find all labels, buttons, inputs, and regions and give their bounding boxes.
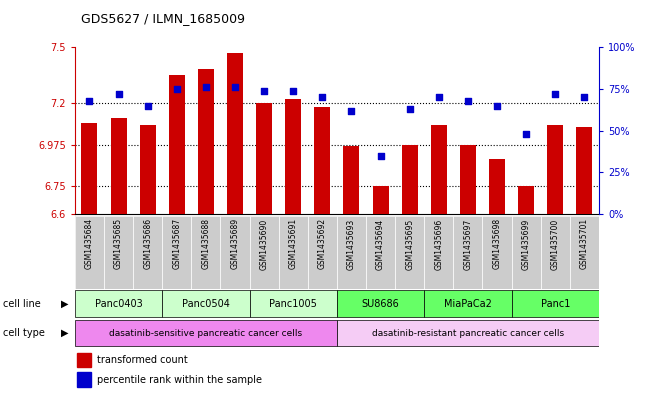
Bar: [576, 127, 592, 214]
Bar: [249, 216, 279, 289]
Text: Panc1005: Panc1005: [270, 299, 317, 309]
Text: SU8686: SU8686: [362, 299, 400, 309]
Text: GSM1435684: GSM1435684: [85, 219, 94, 270]
Bar: [337, 320, 599, 346]
Text: GSM1435697: GSM1435697: [464, 219, 473, 270]
Bar: [518, 186, 534, 214]
Bar: [279, 216, 308, 289]
Bar: [227, 53, 243, 214]
Bar: [140, 125, 156, 214]
Bar: [77, 372, 90, 387]
Text: GSM1435690: GSM1435690: [260, 219, 269, 270]
Point: [84, 97, 94, 104]
Point: [376, 152, 386, 159]
Point: [201, 84, 211, 90]
Text: GSM1435700: GSM1435700: [551, 219, 560, 270]
Point: [113, 91, 124, 97]
Text: cell type: cell type: [3, 328, 45, 338]
Text: GSM1435692: GSM1435692: [318, 219, 327, 270]
Bar: [489, 158, 505, 214]
Point: [492, 103, 502, 109]
Text: GSM1435699: GSM1435699: [521, 219, 531, 270]
Point: [172, 86, 182, 92]
Bar: [337, 290, 424, 317]
Point: [143, 103, 153, 109]
Text: GSM1435693: GSM1435693: [347, 219, 356, 270]
Bar: [162, 290, 249, 317]
Text: GDS5627 / ILMN_1685009: GDS5627 / ILMN_1685009: [81, 12, 245, 25]
Bar: [75, 216, 104, 289]
Bar: [512, 216, 541, 289]
Bar: [344, 145, 359, 214]
Bar: [198, 70, 214, 214]
Bar: [424, 216, 453, 289]
Bar: [133, 216, 162, 289]
Bar: [547, 125, 563, 214]
Text: cell line: cell line: [3, 299, 41, 309]
Bar: [395, 216, 424, 289]
Bar: [191, 216, 221, 289]
Point: [288, 87, 298, 94]
Bar: [249, 290, 337, 317]
Point: [550, 91, 561, 97]
Text: Panc1: Panc1: [540, 299, 570, 309]
Bar: [512, 290, 599, 317]
Text: GSM1435695: GSM1435695: [405, 219, 414, 270]
Point: [259, 87, 270, 94]
Point: [521, 131, 531, 137]
Bar: [169, 75, 185, 214]
Bar: [75, 290, 162, 317]
Bar: [162, 216, 191, 289]
Text: ▶: ▶: [61, 299, 68, 309]
Bar: [104, 216, 133, 289]
Text: GSM1435689: GSM1435689: [230, 219, 240, 270]
Text: MiaPaCa2: MiaPaCa2: [444, 299, 492, 309]
Bar: [337, 216, 366, 289]
Bar: [541, 216, 570, 289]
Bar: [366, 216, 395, 289]
Text: ▶: ▶: [61, 328, 68, 338]
Text: GSM1435687: GSM1435687: [173, 219, 181, 270]
Bar: [77, 353, 90, 367]
Bar: [424, 290, 512, 317]
Point: [579, 94, 590, 100]
Bar: [111, 118, 126, 214]
Bar: [453, 216, 482, 289]
Text: GSM1435685: GSM1435685: [114, 219, 123, 270]
Point: [463, 97, 473, 104]
Bar: [431, 125, 447, 214]
Text: Panc0403: Panc0403: [94, 299, 143, 309]
Point: [230, 84, 240, 90]
Text: GSM1435694: GSM1435694: [376, 219, 385, 270]
Text: percentile rank within the sample: percentile rank within the sample: [97, 375, 262, 385]
Bar: [256, 103, 272, 214]
Text: GSM1435696: GSM1435696: [434, 219, 443, 270]
Point: [404, 106, 415, 112]
Text: dasatinib-resistant pancreatic cancer cells: dasatinib-resistant pancreatic cancer ce…: [372, 329, 564, 338]
Bar: [402, 145, 418, 214]
Point: [346, 107, 357, 114]
Bar: [75, 320, 337, 346]
Text: GSM1435698: GSM1435698: [493, 219, 501, 270]
Text: GSM1435688: GSM1435688: [201, 219, 210, 269]
Bar: [221, 216, 249, 289]
Bar: [482, 216, 512, 289]
Bar: [308, 216, 337, 289]
Bar: [285, 99, 301, 214]
Text: Panc0504: Panc0504: [182, 299, 230, 309]
Bar: [460, 145, 476, 214]
Bar: [81, 123, 98, 214]
Bar: [570, 216, 599, 289]
Bar: [314, 107, 330, 214]
Point: [434, 94, 444, 100]
Bar: [372, 186, 389, 214]
Text: dasatinib-sensitive pancreatic cancer cells: dasatinib-sensitive pancreatic cancer ce…: [109, 329, 303, 338]
Text: GSM1435691: GSM1435691: [289, 219, 298, 270]
Text: GSM1435701: GSM1435701: [580, 219, 589, 270]
Text: transformed count: transformed count: [97, 355, 187, 365]
Text: GSM1435686: GSM1435686: [143, 219, 152, 270]
Point: [317, 94, 327, 100]
